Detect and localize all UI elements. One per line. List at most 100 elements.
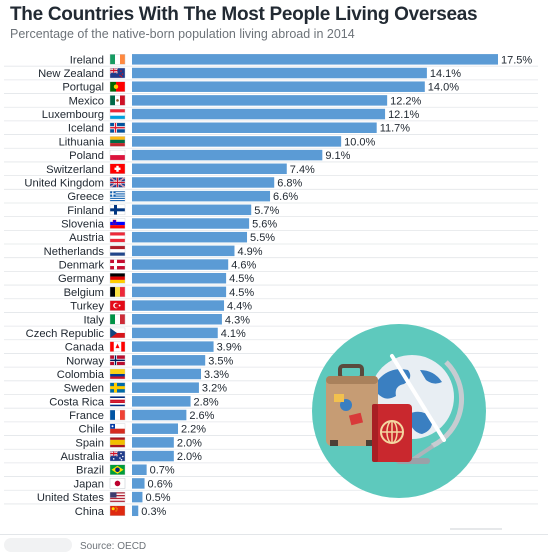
value-label: 4.5% (229, 273, 254, 285)
bar (132, 204, 252, 216)
value-label: 5.5% (250, 232, 275, 244)
category-label: Poland (69, 150, 104, 162)
bar (132, 327, 218, 339)
japan-flag-icon (109, 478, 126, 489)
value-label: 9.1% (325, 150, 350, 162)
value-label: 14.1% (430, 68, 461, 80)
category-label: Luxembourg (42, 109, 104, 121)
value-label: 6.6% (273, 191, 298, 203)
category-label: Germany (58, 273, 104, 285)
category-label: Japan (74, 478, 104, 490)
bar (132, 464, 147, 475)
category-label: Czech Republic (26, 328, 105, 340)
category-label: Iceland (68, 123, 104, 135)
united-states-flag-icon (109, 491, 126, 503)
bar (132, 108, 386, 120)
bar (132, 382, 199, 393)
category-label: Greece (67, 191, 104, 203)
colombia-flag-icon (109, 368, 126, 380)
china-flag-icon (109, 505, 126, 516)
bar (132, 409, 187, 421)
bar (132, 491, 143, 503)
value-label: 6.8% (277, 177, 302, 189)
value-label: 2.8% (194, 396, 219, 408)
bar (132, 81, 425, 92)
category-label: Costa Rica (49, 396, 104, 408)
bar (132, 259, 229, 270)
canada-flag-icon (109, 341, 126, 352)
value-label: 4.1% (221, 328, 246, 340)
bar (132, 423, 179, 434)
bar (132, 286, 227, 298)
category-label: Brazil (76, 465, 104, 477)
watermark-logo (4, 538, 72, 552)
value-label: 0.3% (141, 506, 166, 518)
australia-flag-icon (109, 450, 126, 462)
switzerland-flag-icon (109, 163, 126, 174)
category-label: Italy (83, 314, 104, 326)
category-label: Austria (69, 232, 105, 244)
lithuania-flag-icon (109, 136, 126, 147)
category-label: Chile (79, 424, 105, 436)
bar (132, 272, 227, 284)
divider (450, 528, 502, 530)
bar (132, 341, 214, 352)
value-label: 12.2% (390, 95, 421, 107)
chart-subtitle: Percentage of the native-born population… (10, 27, 355, 41)
bar (132, 245, 235, 257)
poland-flag-icon (109, 149, 126, 161)
suitcase-icon (326, 364, 378, 446)
bar (132, 136, 342, 147)
bar-rows: Ireland 17.5% New Zealand 14.1% Portugal 14.0… (24, 54, 532, 518)
value-label: 11.7% (380, 123, 411, 135)
bar (132, 95, 388, 106)
value-label: 3.3% (204, 369, 229, 381)
czech-republic-flag-icon (109, 327, 126, 339)
bar (132, 355, 206, 366)
sweden-flag-icon (109, 382, 126, 393)
norway-flag-icon (109, 355, 126, 366)
category-label: Australia (60, 451, 104, 463)
bar (132, 368, 202, 380)
value-label: 3.5% (208, 355, 233, 367)
value-label: 4.3% (225, 314, 250, 326)
value-label: 14.0% (428, 82, 459, 94)
category-label: New Zealand (38, 68, 104, 80)
value-label: 3.2% (202, 383, 227, 395)
bar (132, 478, 145, 489)
bar (132, 450, 174, 462)
value-label: 0.7% (150, 465, 175, 477)
austria-flag-icon (109, 231, 126, 243)
finland-flag-icon (109, 204, 126, 216)
category-label: Lithuania (59, 136, 105, 148)
category-label: Turkey (70, 301, 104, 313)
category-label: Belgium (64, 287, 104, 299)
brazil-flag-icon (109, 464, 126, 475)
chart-title: The Countries With The Most People Livin… (10, 4, 478, 25)
bar (132, 54, 498, 65)
greece-flag-icon (109, 190, 126, 202)
category-label: Finland (67, 205, 104, 217)
new-zealand-flag-icon (109, 67, 126, 79)
costa-rica-flag-icon (109, 396, 126, 407)
value-label: 4.9% (237, 246, 262, 258)
value-label: 12.1% (388, 109, 419, 121)
mexico-flag-icon (109, 95, 126, 106)
category-label: Colombia (57, 369, 105, 381)
value-label: 0.5% (145, 492, 170, 504)
portugal-flag-icon (109, 81, 126, 92)
chile-flag-icon (109, 423, 126, 434)
category-label: Slovenia (61, 219, 105, 231)
category-label: Switzerland (46, 164, 104, 176)
value-label: 10.0% (344, 136, 375, 148)
bar (132, 396, 191, 407)
gridlines (4, 65, 538, 505)
value-label: 2.0% (177, 437, 202, 449)
netherlands-flag-icon (109, 245, 126, 257)
category-label: Mexico (69, 95, 104, 107)
italy-flag-icon (109, 314, 126, 325)
bar (132, 218, 250, 229)
value-label: 0.6% (148, 478, 173, 490)
bar (132, 163, 287, 175)
